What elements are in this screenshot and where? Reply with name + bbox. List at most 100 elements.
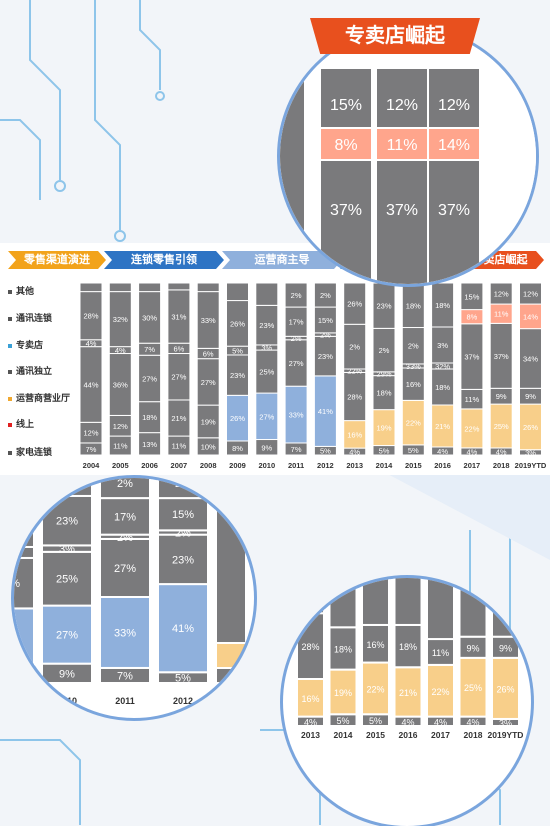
zoom-data-label: 3% (499, 718, 512, 728)
data-label: 15% (464, 292, 479, 301)
zoom-data-label: 25% (464, 683, 482, 693)
data-label: 3% (525, 448, 536, 457)
bar-segment (108, 282, 132, 293)
bar-segment (431, 282, 455, 328)
data-label: 34% (523, 354, 538, 363)
data-label: 26% (523, 423, 538, 432)
bar-segment (196, 282, 220, 293)
zoom-data-label: 11% (387, 137, 418, 154)
zoom-circle-right: 4%16%28%22%20135%19%18%29%20145%22%16%33… (283, 578, 531, 826)
bar-segment (138, 282, 162, 293)
zoom-data-label: 15% (172, 509, 194, 521)
zoom-bar-segment (458, 656, 488, 718)
zoom-data-label: 27% (56, 630, 78, 642)
data-label: 9% (496, 392, 507, 401)
data-label: 19% (376, 424, 391, 433)
data-label: 29% (376, 370, 391, 379)
legend-swatch (8, 450, 12, 455)
zoom-bar-segment (328, 626, 358, 671)
zoom-data-label: 37% (330, 202, 362, 219)
bar-segment (489, 282, 513, 305)
zoom-data-label: 37% (438, 202, 470, 219)
data-label: 16% (347, 430, 362, 439)
data-label: 5% (320, 447, 331, 456)
zoom-data-label: 9% (59, 668, 75, 680)
zoom-data-label: 4% (304, 717, 317, 727)
zoom-x-tick-label: 2018 (464, 730, 483, 740)
data-label: 7% (144, 345, 155, 354)
data-label: 6% (203, 350, 214, 359)
data-label: 21% (435, 422, 450, 431)
data-label: 12% (523, 290, 538, 299)
legend-label: 线上 (16, 419, 35, 429)
data-label: 3% (261, 344, 272, 353)
data-label: 4% (86, 339, 97, 348)
bar-segment (167, 282, 191, 291)
data-label: 23% (230, 371, 245, 380)
data-label: 2% (320, 331, 331, 340)
data-label: 11% (172, 442, 187, 451)
data-label: 2% (379, 346, 390, 355)
zoom-bar-segment (426, 578, 455, 641)
data-label: 4% (496, 447, 507, 456)
data-label: 26% (347, 300, 362, 309)
data-label: 14% (523, 312, 538, 321)
legend-swatch (8, 289, 12, 294)
zoom-data-label: 18% (399, 642, 417, 652)
zoom-x-tick-label: 2014 (334, 730, 353, 740)
zoom-data-label: 21% (399, 688, 417, 698)
bar-segment (343, 282, 367, 325)
zoom-bar-segment (157, 583, 209, 674)
x-tick-label: 2014 (376, 461, 394, 470)
zoom-data-label: 3% (59, 544, 75, 556)
data-label: 44% (83, 380, 98, 389)
legend-label: 运营商营业厅 (16, 393, 71, 403)
zoom-data-label: 4% (401, 717, 414, 727)
bar-segment (226, 282, 249, 302)
zoom-x-tick-label: 2017 (431, 730, 450, 740)
data-label: 33% (201, 316, 216, 325)
data-label: 21% (171, 414, 186, 423)
data-label: 37% (494, 352, 509, 361)
zoom-data-label: 26% (496, 684, 514, 694)
zoom-data-label: 7% (117, 670, 133, 682)
x-tick-label: 2009 (229, 461, 246, 470)
legend-swatch (8, 316, 12, 321)
zoom-bar-segment (157, 497, 209, 532)
data-label: 17% (289, 318, 304, 327)
zoom-data-label: 16% (301, 694, 319, 704)
zoom-x-tick-label: 2013 (301, 730, 320, 740)
data-label: 9% (261, 443, 272, 452)
x-tick-label: 2012 (317, 461, 334, 470)
zoom-data-label: 22% (431, 687, 449, 697)
data-label: 27% (171, 373, 186, 382)
data-label: 8% (232, 444, 243, 453)
zoom-circle-left: 8%26%23%5%26%9%27%25%3%23%7%33%27%2%17%2… (14, 478, 254, 718)
legend-item: 线上 (8, 417, 34, 430)
zoom-data-label: 23% (56, 516, 78, 528)
data-label: 27% (259, 412, 274, 421)
zoom-bar-segment (41, 550, 93, 607)
x-tick-label: 2011 (288, 461, 304, 470)
zoom-data-label: 19% (334, 688, 352, 698)
zoom-data-label: 22% (366, 684, 384, 694)
data-label: 41% (318, 407, 333, 416)
data-label: 2% (349, 343, 360, 352)
zoom-data-label: 5% (175, 673, 191, 685)
data-label: 10% (201, 442, 216, 451)
legend-swatch (8, 422, 12, 427)
zoom-data-label: 2% (117, 478, 133, 490)
data-label: 5% (379, 446, 390, 455)
zoom-data-label: 5% (336, 716, 349, 726)
legend-label: 通讯独立 (16, 366, 53, 376)
zoom-bar-segment (328, 668, 358, 716)
data-label: 2% (320, 291, 331, 300)
bar-segment (255, 282, 279, 306)
zoom-bar-segment (426, 638, 455, 666)
zoom-bar-segment (393, 623, 423, 669)
data-label: 12% (494, 290, 509, 299)
data-label: 32% (113, 315, 128, 324)
zoom-data-label: 17% (114, 511, 136, 523)
data-label: 13% (142, 440, 157, 449)
data-label: 33% (406, 362, 421, 371)
